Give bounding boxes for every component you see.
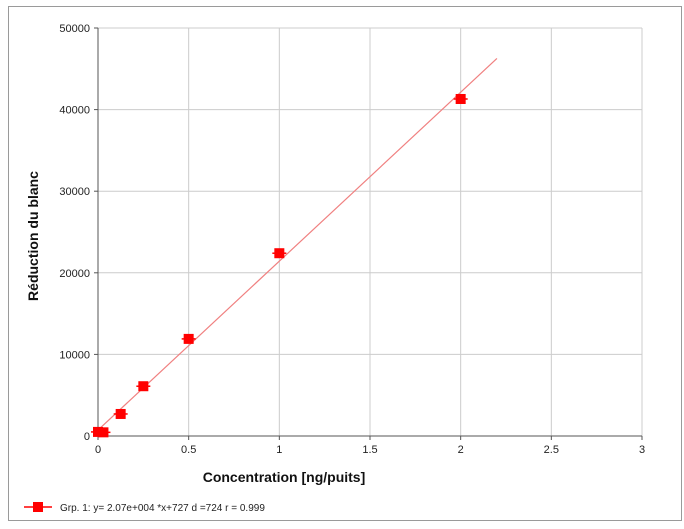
data-points xyxy=(91,93,468,438)
x-tick-label: 0 xyxy=(95,444,101,456)
x-tick-label: 1.5 xyxy=(362,444,377,456)
y-tick-label: 10000 xyxy=(59,349,90,361)
legend: Grp. 1: y= 2.07e+004 *x+727 d =724 r = 0… xyxy=(24,502,265,514)
data-point xyxy=(183,333,194,344)
fit-line-group xyxy=(97,58,498,431)
legend-marker-swatch xyxy=(33,502,43,512)
x-tick-label: 0.5 xyxy=(181,444,196,456)
data-point xyxy=(274,248,285,259)
data-point xyxy=(115,408,126,419)
y-tick-labels: 0 10000 20000 30000 40000 50000 xyxy=(59,23,90,443)
y-tick-label: 40000 xyxy=(59,105,90,117)
data-point xyxy=(138,381,149,392)
x-tick-label: 2.5 xyxy=(544,444,559,456)
x-tick-labels: 0 0.5 1 1.5 2 2.5 3 xyxy=(95,444,645,456)
grid-lines xyxy=(98,27,643,436)
y-tick-label: 50000 xyxy=(59,23,90,35)
y-tick-label: 20000 xyxy=(59,268,90,280)
x-tick-label: 2 xyxy=(458,444,464,456)
data-point xyxy=(455,93,466,104)
y-tick-label: 30000 xyxy=(59,186,90,198)
fit-line xyxy=(97,58,498,431)
data-point xyxy=(98,427,109,438)
axes xyxy=(94,27,643,440)
legend-label: Grp. 1: y= 2.07e+004 *x+727 d =724 r = 0… xyxy=(60,503,265,514)
x-tick-label: 3 xyxy=(639,444,645,456)
x-tick-label: 1 xyxy=(276,444,282,456)
y-axis-title: Réduction du blanc xyxy=(25,171,41,301)
x-axis-title: Concentration [ng/puits] xyxy=(203,469,366,485)
y-tick-label: 0 xyxy=(84,431,90,443)
chart-frame xyxy=(8,6,682,521)
